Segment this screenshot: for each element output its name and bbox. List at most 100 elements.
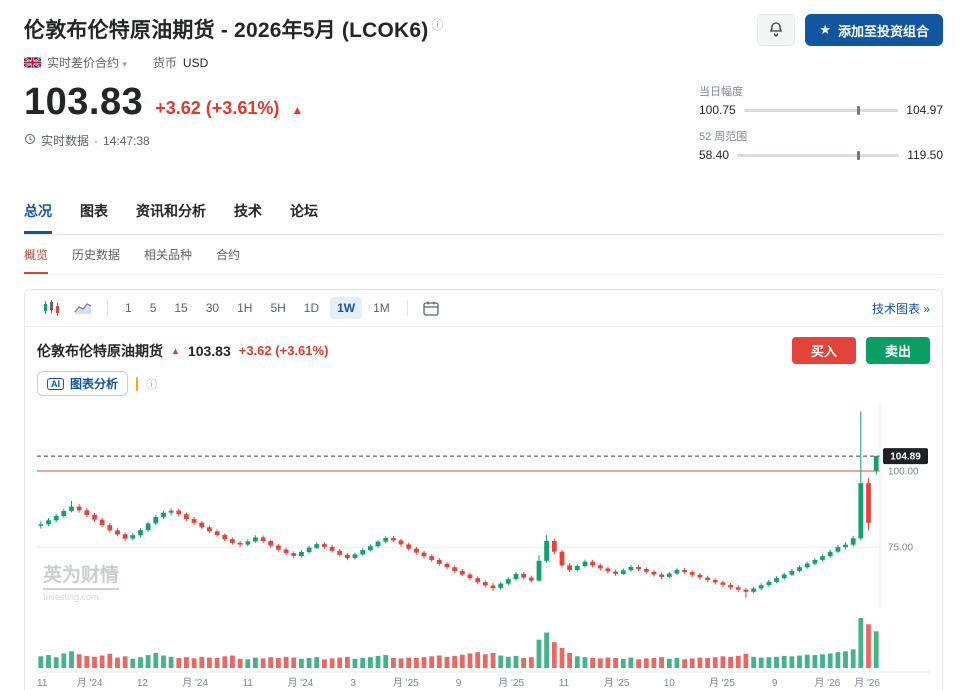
info-icon[interactable]: ⓘ (431, 18, 444, 32)
ai-analysis-row: AI 图表分析 ⓘ (25, 368, 942, 402)
chart-last-price: 103.83 (187, 342, 231, 359)
status-label: 实时数据 (41, 134, 90, 148)
svg-text:月 '26: 月 '26 (854, 677, 880, 689)
calendar-icon[interactable] (418, 298, 444, 319)
svg-text:月 '25: 月 '25 (498, 677, 524, 689)
svg-text:11: 11 (37, 678, 48, 689)
chevron-down-icon: ▾ (122, 59, 127, 69)
technical-chart-link[interactable]: 技术图表 » (871, 301, 930, 316)
chart-plot-area[interactable]: 75.00 100.00 104.89 11 月 '24 12 月 '24 11 月 '24 3 月… (25, 402, 942, 690)
interval-1w[interactable]: 1W (330, 297, 363, 319)
currency-label: 货币 (152, 56, 177, 70)
add-to-portfolio-button[interactable]: ★ 添加至投资组合 (805, 14, 943, 46)
interval-30[interactable]: 30 (199, 297, 226, 319)
clock-icon (24, 133, 36, 148)
svg-text:10: 10 (664, 678, 676, 689)
add-to-portfolio-label: 添加至投资组合 (837, 23, 929, 39)
svg-text:月 '24: 月 '24 (182, 677, 208, 689)
dot-separator: · (94, 133, 99, 148)
tab-overview[interactable]: 总况 (24, 195, 52, 234)
interval-1m[interactable]: 1M (366, 297, 397, 319)
interval-5[interactable]: 5 (143, 297, 164, 319)
interval-1[interactable]: 1 (118, 297, 139, 319)
week52-range-label: 52 周范围 (699, 131, 748, 143)
quote-section: 103.83 +3.62 (+3.61%) ▲ 实时数据 · 14:47:38 … (24, 81, 943, 173)
subtab-historical-data[interactable]: 历史数据 (72, 248, 121, 262)
svg-text:9: 9 (772, 678, 778, 689)
realtime-status: 实时数据 · 14:47:38 (24, 132, 303, 149)
create-alert-button[interactable] (757, 14, 796, 46)
quote-time: 14:47:38 (103, 133, 150, 148)
interval-1d[interactable]: 1D (297, 297, 326, 319)
chart-toolbar: 1 5 15 30 1H 5H 1D 1W 1M 技术图表 » (25, 290, 942, 327)
uk-flag-icon (24, 57, 41, 68)
header: 伦敦布伦特原油期货 - 2026年5月 (LCOK6) ⓘ ★ 添加至投资组合 (24, 14, 943, 46)
orange-divider (136, 376, 139, 391)
divider (406, 300, 408, 316)
star-icon: ★ (819, 22, 831, 37)
chart-card: 1 5 15 30 1H 5H 1D 1W 1M 技术图表 » 伦敦布伦特原油期… (24, 289, 943, 690)
svg-text:12: 12 (137, 678, 149, 689)
svg-text:月 '24: 月 '24 (287, 677, 313, 689)
buy-button[interactable]: 买入 (792, 337, 856, 364)
price-change: +3.62 (+3.61%) (155, 98, 280, 118)
tab-technical[interactable]: 技术 (234, 203, 262, 219)
day-range-high: 104.97 (906, 103, 943, 117)
currency-value: USD (182, 55, 209, 70)
chart-instrument-name: 伦敦布伦特原油期货 (37, 342, 163, 359)
week52-range-bar (737, 150, 900, 160)
subtab-overview[interactable]: 概览 (24, 235, 49, 274)
sub-tabs: 概览 历史数据 相关品种 合约 (24, 235, 943, 275)
ai-badge-icon: AI (47, 377, 64, 390)
info-icon[interactable]: ⓘ (146, 378, 158, 391)
area-chart-icon[interactable] (69, 298, 97, 318)
week52-range: 52 周范围 58.40 119.50 (699, 128, 943, 162)
day-range-low: 100.75 (699, 103, 736, 117)
page-title: 伦敦布伦特原油期货 - 2026年5月 (LCOK6) ⓘ (24, 14, 444, 44)
subtab-related-instruments[interactable]: 相关品种 (144, 248, 193, 262)
tab-forum[interactable]: 论坛 (290, 203, 318, 219)
instrument-meta: 实时差价合约 ▾ 货币 USD (24, 54, 943, 71)
day-range-bar (743, 105, 899, 115)
svg-text:月 '24: 月 '24 (77, 677, 103, 689)
chart-header: 伦敦布伦特原油期货 ▲ 103.83 +3.62 (+3.61%) 买入 卖出 (25, 327, 942, 368)
chart-price-change: +3.62 (+3.61%) (238, 343, 329, 358)
up-arrow-icon: ▲ (291, 103, 304, 117)
ai-analysis-label: 图表分析 (70, 377, 119, 391)
svg-text:11: 11 (559, 678, 570, 689)
tab-charts[interactable]: 图表 (80, 203, 108, 219)
day-range-marker (856, 105, 860, 115)
ai-chart-analysis-button[interactable]: AI 图表分析 (37, 371, 129, 396)
interval-15[interactable]: 15 (167, 297, 194, 319)
week52-range-low: 58.40 (699, 148, 730, 162)
bell-plus-icon (768, 21, 784, 40)
instrument-type-selector[interactable]: 实时差价合约 ▾ (47, 54, 127, 71)
price-chart-svg: 75.00 100.00 104.89 11 月 '24 12 月 '24 11 月 '24 3 月… (37, 404, 930, 689)
sell-button[interactable]: 卖出 (866, 337, 930, 364)
day-range: 当日幅度 100.75 104.97 (699, 83, 943, 117)
svg-text:9: 9 (456, 678, 462, 689)
svg-text:100.00: 100.00 (888, 467, 919, 478)
week52-range-marker (857, 150, 861, 160)
subtab-contracts[interactable]: 合约 (216, 248, 241, 262)
svg-text:11: 11 (243, 678, 254, 689)
last-price: 103.83 (24, 81, 144, 123)
interval-1h[interactable]: 1H (230, 297, 259, 319)
week52-range-high: 119.50 (907, 148, 943, 162)
instrument-type-label: 实时差价合约 (47, 56, 120, 70)
interval-5h[interactable]: 5H (263, 297, 292, 319)
svg-text:月 '26: 月 '26 (814, 677, 840, 689)
svg-text:3: 3 (350, 678, 356, 689)
tab-news-analysis[interactable]: 资讯和分析 (136, 203, 206, 219)
instrument-title: 伦敦布伦特原油期货 - 2026年5月 (LCOK6) (24, 19, 429, 42)
svg-text:104.89: 104.89 (890, 452, 921, 463)
ranges-panel: 当日幅度 100.75 104.97 52 周范围 58.40 119.50 (699, 81, 943, 173)
svg-text:月 '25: 月 '25 (393, 677, 419, 689)
up-arrow-icon: ▲ (171, 345, 180, 356)
divider (107, 300, 108, 316)
main-tabs: 总况 图表 资讯和分析 技术 论坛 (24, 195, 943, 235)
candlestick-chart-icon[interactable] (37, 297, 65, 319)
svg-text:月 '25: 月 '25 (709, 677, 735, 689)
svg-text:75.00: 75.00 (888, 543, 913, 554)
